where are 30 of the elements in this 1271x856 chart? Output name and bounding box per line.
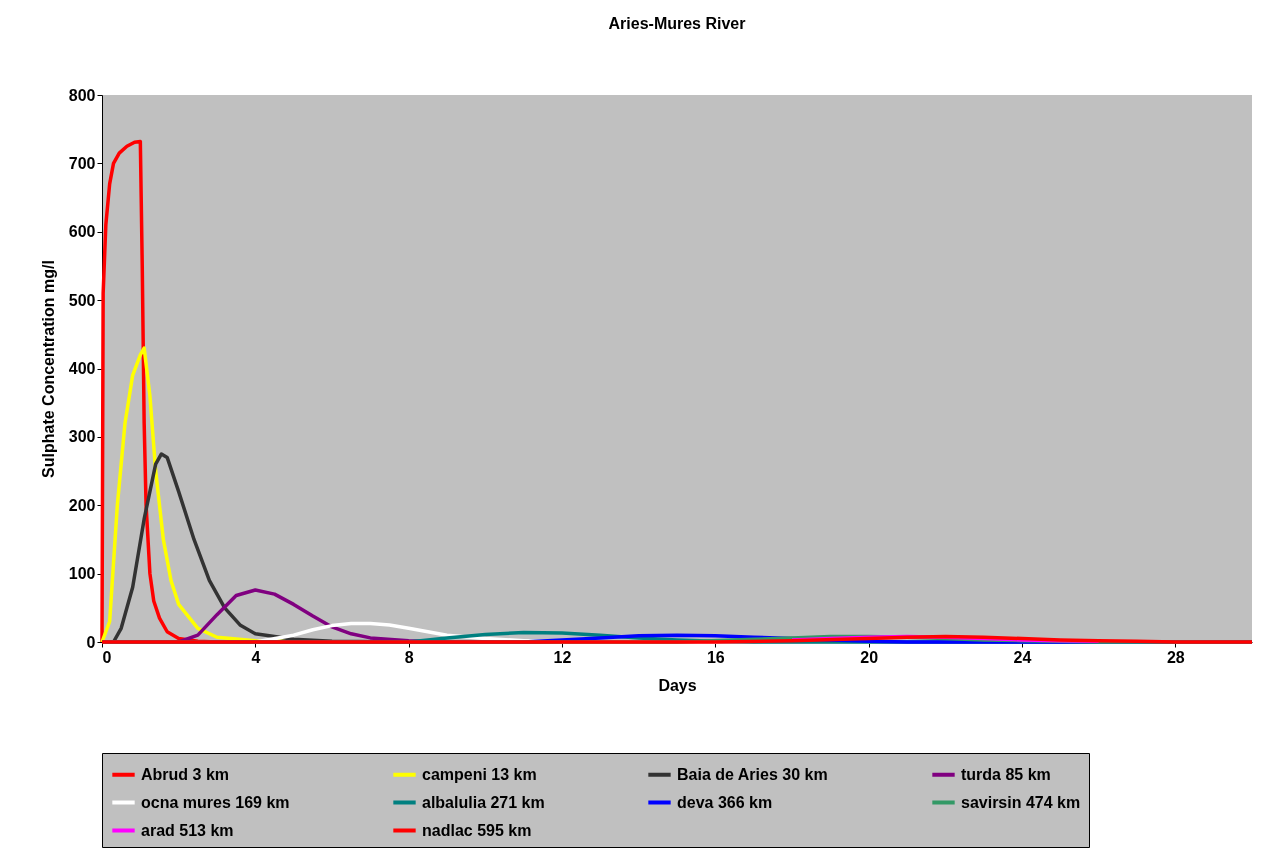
y-tick-label: 400 <box>68 360 96 377</box>
legend-label: nadlac 595 km <box>422 821 532 839</box>
x-tick-label: 4 <box>251 648 261 666</box>
legend-label: savirsin 474 km <box>961 793 1081 811</box>
x-tick-label: 0 <box>102 648 112 666</box>
x-tick-label: 28 <box>1166 648 1185 666</box>
x-tick-label: 24 <box>1013 648 1032 666</box>
legend-label: turda 85 km <box>961 765 1051 783</box>
y-tick-label: 800 <box>68 86 96 104</box>
x-tick-label: 20 <box>860 648 879 666</box>
x-tick-label: 12 <box>553 648 572 666</box>
legend-label: campeni 13 km <box>422 765 537 783</box>
y-tick-label: 500 <box>68 291 96 309</box>
x-tick-label: 16 <box>706 648 725 666</box>
legend-label: arad 513 km <box>141 821 234 839</box>
legend-label: Baia de Aries 30 km <box>677 765 828 783</box>
y-tick-label: 700 <box>68 154 96 172</box>
y-tick-label: 200 <box>68 496 96 514</box>
legend-label: deva 366 km <box>677 793 773 811</box>
y-tick-label: 100 <box>68 565 96 583</box>
x-axis-title: Days <box>658 676 697 694</box>
y-axis-title: Sulphate Concentration mg/l <box>39 260 57 478</box>
y-tick-label: 300 <box>68 428 96 446</box>
y-tick-label: 600 <box>68 223 96 241</box>
x-tick-label: 8 <box>404 648 414 666</box>
legend-label: albalulia 271 km <box>422 793 545 811</box>
legend-label: ocna mures 169 km <box>141 793 290 811</box>
legend-label: Abrud 3 km <box>141 765 230 783</box>
y-tick-label: 0 <box>86 633 96 651</box>
chart-title: Aries-Mures River <box>608 15 746 32</box>
